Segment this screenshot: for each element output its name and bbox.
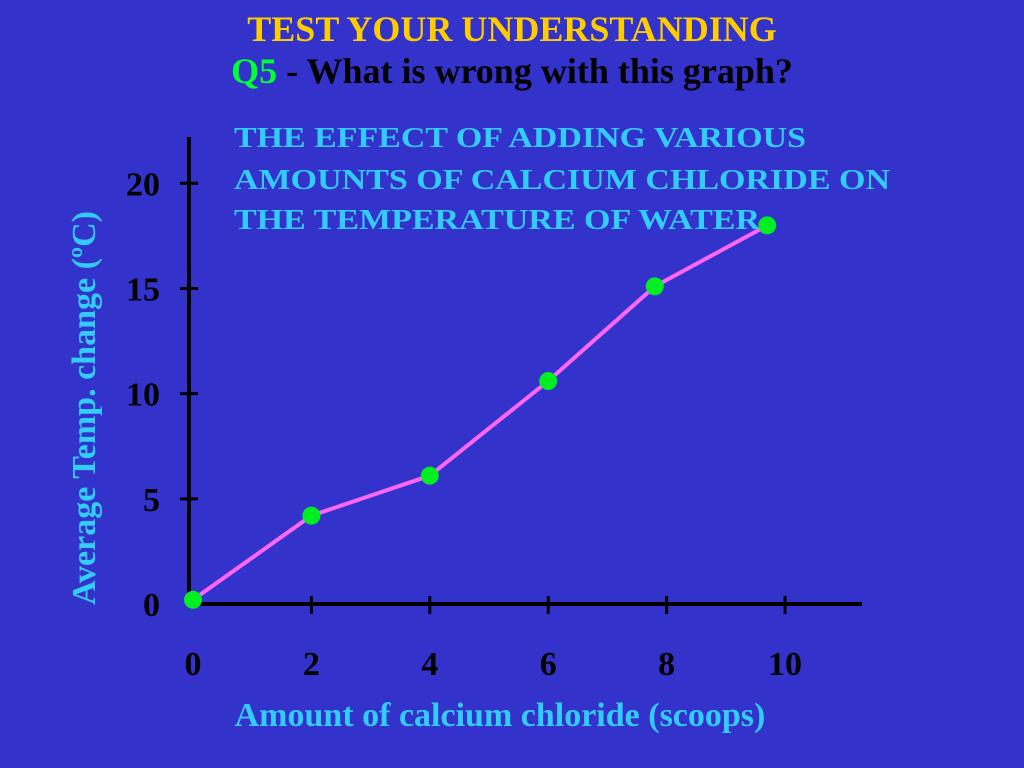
heading-title: TEST YOUR UNDERSTANDING — [247, 9, 777, 49]
x-tick-label: 6 — [540, 646, 557, 683]
question-line: Q5 - What is wrong with this graph? — [0, 50, 1024, 92]
x-tick-label: 8 — [658, 646, 675, 683]
chart-title-line: AMOUNTS OF CALCIUM CHLORIDE ON — [234, 165, 890, 196]
question-text: - What is wrong with this graph? — [277, 51, 793, 91]
data-point — [539, 372, 558, 391]
x-axis-label: Amount of calcium chloride (scoops) — [235, 697, 766, 734]
chart-title-line: THE TEMPERATURE OF WATER — [234, 205, 761, 236]
series-line — [191, 223, 769, 602]
chart-title: THE EFFECT OF ADDING VARIOUS AMOUNTS OF … — [234, 123, 890, 236]
chart-title-line: THE EFFECT OF ADDING VARIOUS — [234, 123, 806, 154]
x-tick-label: 2 — [303, 646, 320, 683]
y-tick-label: 0 — [143, 587, 160, 624]
x-tick-label: 4 — [421, 646, 438, 683]
data-point — [645, 277, 664, 296]
y-ticks: 0 5 10 15 20 — [126, 166, 198, 624]
data-point — [420, 466, 439, 485]
slide-heading: TEST YOUR UNDERSTANDING Q5 - What is wro… — [0, 8, 1024, 92]
y-tick-label: 10 — [126, 377, 160, 414]
question-number: Q5 — [231, 51, 278, 91]
x-tick-label: 0 — [185, 646, 202, 683]
data-point — [184, 590, 202, 609]
data-points — [184, 216, 777, 609]
y-tick-label: 20 — [126, 166, 160, 203]
y-axis-label: Average Temp. change (ºC) — [66, 211, 103, 605]
y-tick-label: 15 — [126, 271, 160, 308]
data-point — [302, 506, 321, 525]
x-tick-label: 10 — [768, 646, 802, 683]
x-ticks: 0 2 4 6 8 10 — [185, 596, 802, 683]
y-tick-label: 5 — [143, 482, 160, 519]
data-point — [758, 216, 777, 235]
